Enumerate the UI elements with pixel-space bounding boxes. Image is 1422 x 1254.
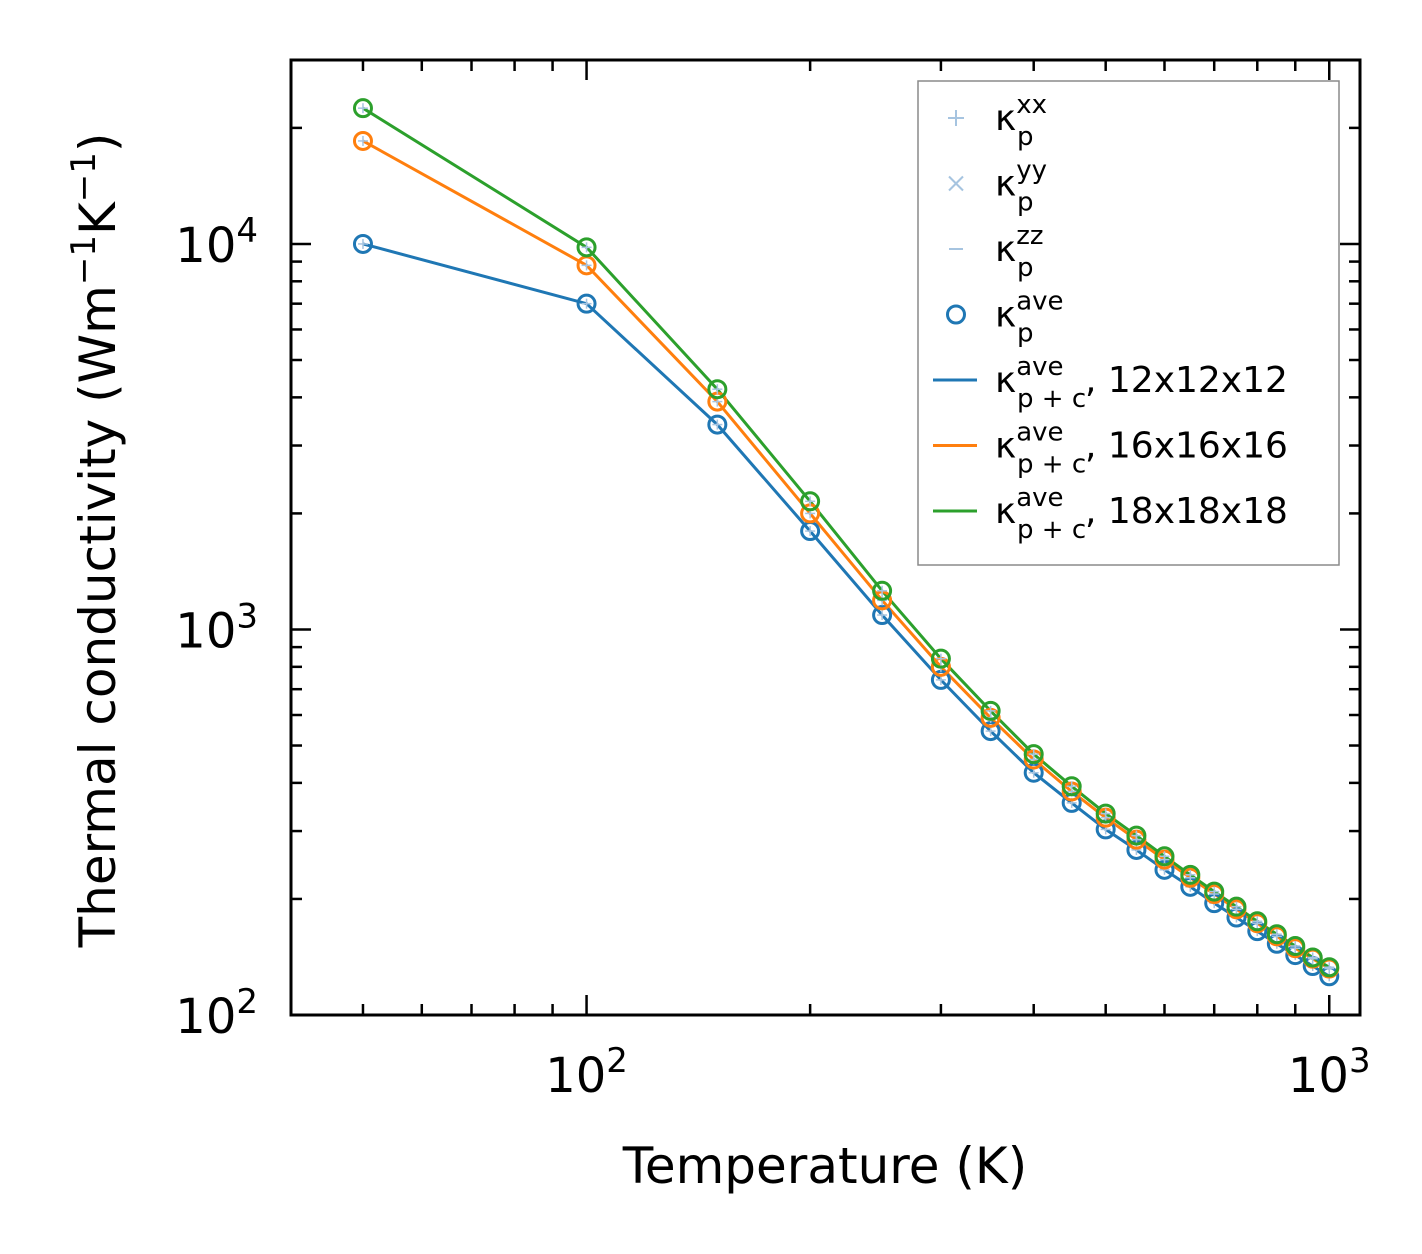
data-point-12x12x12 [576,293,597,314]
x-tick-label-base: 10 [1288,1048,1349,1104]
data-point-18x18x18 [1095,803,1116,824]
legend-subscript: p + c [1017,515,1086,545]
y-tick-label: 104 [175,211,258,274]
y-tick-label-exp: 4 [236,211,258,251]
data-point-18x18x18 [1285,935,1306,956]
legend-symbol: κ [995,164,1016,205]
legend-subscript: p [1017,188,1034,218]
x-axis-label: Temperature (K) [622,1137,1027,1195]
data-point-18x18x18 [1247,911,1268,932]
legend-suffix: , 12x12x12 [1085,360,1288,401]
legend-subscript: p [1017,253,1034,283]
legend-subscript: p + c [1017,450,1086,480]
legend-label: κxx p [995,90,1047,152]
y-tick-label-base: 10 [175,603,236,659]
legend-superscript: ave [1016,418,1063,448]
legend-suffix: , 16x16x16 [1085,426,1288,467]
y-tick-label: 102 [175,982,258,1045]
legend-label: κave p [995,287,1064,349]
x-tick-label-exp: 2 [606,1041,628,1081]
data-point-16x16x16 [352,130,373,151]
data-point-18x18x18 [1204,881,1225,902]
legend-label: κave p + c, 18x18x18 [995,483,1288,545]
y-tick-label-exp: 2 [236,982,258,1022]
y-axis-label-end: ) [69,133,127,153]
data-point-18x18x18 [980,700,1001,721]
y-tick-label: 103 [175,596,258,659]
legend-label: κave p + c, 16x16x16 [995,418,1288,480]
y-axis-label: Thermal conductivity (Wm−1K−1) [64,133,127,949]
data-point-18x18x18 [1319,957,1340,978]
data-point-18x18x18 [930,648,951,669]
data-point-18x18x18 [1180,864,1201,885]
series-line-18x18x18 [362,106,1331,969]
data-point-18x18x18 [352,98,373,119]
x-tick-label-exp: 3 [1349,1041,1371,1081]
x-tick-label: 103 [1288,1041,1371,1104]
legend-circle-marker [946,304,966,325]
data-point-18x18x18 [1154,846,1175,867]
legend-superscript: ave [1016,352,1063,382]
legend-symbol: κ [995,98,1016,139]
y-tick-label-base: 10 [175,218,236,274]
legend-label: κyy p [995,156,1047,218]
legend-label: κzz p [995,221,1044,283]
legend-superscript: zz [1016,221,1043,251]
plot-frame [289,58,1362,1017]
legend-symbol: κ [995,229,1016,270]
y-axis-label-sup2: −1 [64,152,104,202]
data-point-12x12x12 [352,233,373,254]
legend-x-marker [948,175,964,192]
legend-label: κave p + c, 12x12x12 [995,352,1288,414]
data-point-18x18x18 [872,580,893,601]
y-tick-label-base: 10 [175,989,236,1045]
legend-box [917,80,1340,566]
legend-symbol: κ [995,295,1016,336]
data-point-18x18x18 [1302,947,1323,968]
data-point-18x18x18 [1226,896,1247,917]
y-axis-label-sup1: −1 [64,235,104,285]
x-tick-label-base: 10 [545,1048,606,1104]
legend-superscript: xx [1016,90,1047,120]
legend-subscript: p [1017,122,1034,152]
data-point-18x18x18 [1061,776,1082,797]
legend-subscript: p + c [1017,384,1086,414]
legend-superscript: ave [1016,287,1063,317]
y-tick-label-exp: 3 [236,596,258,636]
y-axis-label-main: Thermal conductivity (Wm [69,285,127,948]
data-point-18x18x18 [707,379,728,400]
legend-superscript: ave [1016,483,1063,513]
data-point-12x12x12 [872,605,893,626]
x-tick-label: 102 [545,1041,628,1104]
data-point-18x18x18 [1126,825,1147,846]
legend-symbol: κ [995,491,1016,532]
y-axis-label-mid: K [69,201,127,235]
legend-symbol: κ [995,426,1016,467]
data-point-18x18x18 [1266,924,1287,945]
legend-suffix: , 18x18x18 [1085,491,1288,532]
plot-area [352,98,1340,987]
legend-superscript: yy [1016,156,1047,186]
data-point-18x18x18 [800,491,821,512]
data-point-12x12x12 [707,414,728,435]
data-point-18x18x18 [1023,744,1044,765]
legend-symbol: κ [995,360,1016,401]
data-point-18x18x18 [576,237,597,258]
legend-subscript: p [1017,319,1034,349]
